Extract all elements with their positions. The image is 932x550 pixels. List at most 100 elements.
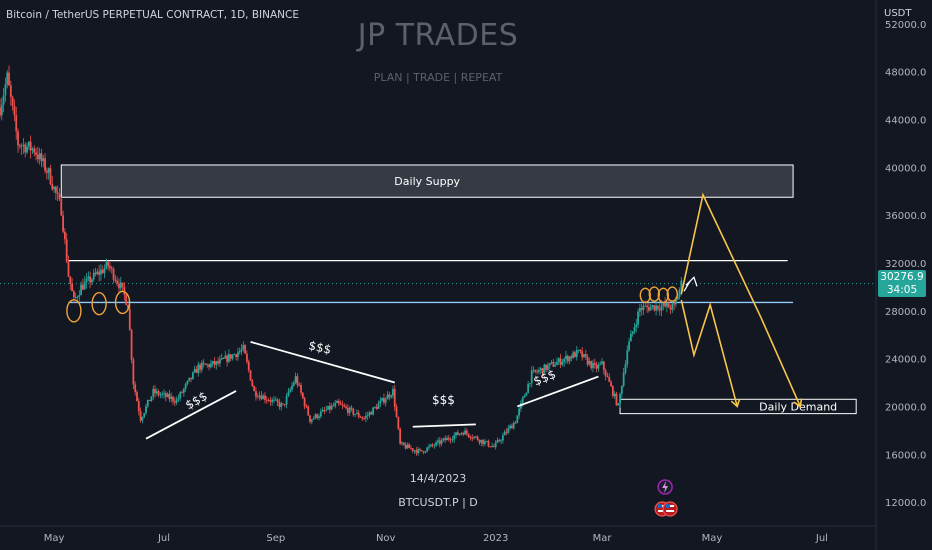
candle-body xyxy=(575,349,578,358)
candle-body xyxy=(523,395,526,398)
candle-body xyxy=(660,305,663,311)
candle-body xyxy=(195,369,198,373)
candle-body xyxy=(200,362,203,370)
candle-body xyxy=(446,437,448,441)
candle-body xyxy=(96,271,99,275)
y-tick-label: 36000.0 xyxy=(885,211,926,222)
candle-body xyxy=(80,284,83,296)
candle-body xyxy=(287,391,290,397)
candle-body xyxy=(500,440,502,442)
candle-body xyxy=(98,271,101,275)
us-flag-stripe xyxy=(658,510,667,512)
candle-body xyxy=(438,440,441,444)
candle-body xyxy=(251,380,254,387)
candle-body xyxy=(233,354,236,356)
candle-body xyxy=(474,436,477,438)
candle-body xyxy=(503,431,506,436)
candle-body xyxy=(426,447,429,452)
candle-body xyxy=(649,306,652,311)
zone-daily-suppy xyxy=(60,164,794,198)
up-arrow-icon-shaft xyxy=(683,281,691,292)
candle-body xyxy=(397,417,400,429)
candle-body xyxy=(552,362,555,367)
candle-body xyxy=(509,425,511,429)
highlight-circle xyxy=(114,290,131,315)
candle-body xyxy=(411,448,414,451)
candle-body xyxy=(646,305,648,308)
candle-body xyxy=(38,153,41,160)
candle-body xyxy=(456,432,459,435)
candle-body xyxy=(545,364,548,370)
candle-body xyxy=(2,95,5,105)
candle-body xyxy=(638,308,641,312)
candle-body xyxy=(440,440,443,444)
candle-body xyxy=(584,354,587,357)
candle-body xyxy=(655,305,657,311)
candle-body xyxy=(485,440,488,442)
candle-body xyxy=(570,356,573,359)
candle-body xyxy=(110,268,113,270)
candle-body xyxy=(561,362,564,365)
candle-body xyxy=(267,400,270,401)
candle-body xyxy=(595,364,598,369)
candle-body xyxy=(467,433,470,437)
candle-body xyxy=(265,399,268,401)
candle-body xyxy=(188,377,191,381)
candle-body xyxy=(54,186,57,193)
candle-body xyxy=(548,363,551,366)
candle-body xyxy=(512,422,515,429)
candle-body xyxy=(547,365,549,370)
candle-body xyxy=(202,362,205,364)
candle-body xyxy=(26,146,28,153)
candle-body xyxy=(314,414,317,419)
candle-body xyxy=(492,446,495,448)
candle-body xyxy=(283,404,286,405)
candle-body xyxy=(74,297,77,298)
candle-body xyxy=(219,359,221,364)
candle-body xyxy=(399,428,402,444)
candle-body xyxy=(184,384,187,389)
candle-body xyxy=(424,451,427,453)
candle-body xyxy=(40,153,43,162)
candle-body xyxy=(667,303,670,308)
candle-body xyxy=(471,437,474,439)
candle-body xyxy=(152,389,155,397)
candle-body xyxy=(301,392,304,399)
candle-body xyxy=(586,356,589,365)
candle-body xyxy=(291,385,293,390)
candle-body xyxy=(574,352,576,358)
candle-body xyxy=(238,351,241,353)
watermark-date: 14/4/2023 xyxy=(409,472,467,485)
candle-body xyxy=(181,392,183,394)
candle-body xyxy=(67,261,70,277)
candle-body xyxy=(346,407,349,414)
candle-body xyxy=(433,445,436,447)
candle-body xyxy=(566,355,569,362)
candle-body xyxy=(559,358,562,365)
candle-body xyxy=(408,444,411,449)
candle-body xyxy=(294,376,297,383)
candle-body xyxy=(20,145,23,147)
candle-body xyxy=(404,445,407,449)
currency-label[interactable]: USDT xyxy=(884,8,912,19)
candle-body xyxy=(658,308,661,311)
candle-body xyxy=(352,408,355,415)
candle-body xyxy=(413,450,416,452)
candle-body xyxy=(123,286,126,295)
candle-body xyxy=(657,305,659,309)
candle-body xyxy=(675,299,677,305)
candle-body xyxy=(274,399,277,401)
candle-body xyxy=(89,276,92,283)
candle-body xyxy=(337,400,340,404)
candle-body xyxy=(345,406,347,408)
candle-body xyxy=(47,168,50,173)
x-tick-label: Jul xyxy=(157,533,170,544)
candle-body xyxy=(406,444,409,449)
candle-body xyxy=(568,356,571,362)
candle-body xyxy=(136,392,138,402)
candle-body xyxy=(629,334,632,342)
candle-body xyxy=(350,407,353,409)
candle-body xyxy=(339,403,342,405)
candle-body xyxy=(11,96,14,106)
